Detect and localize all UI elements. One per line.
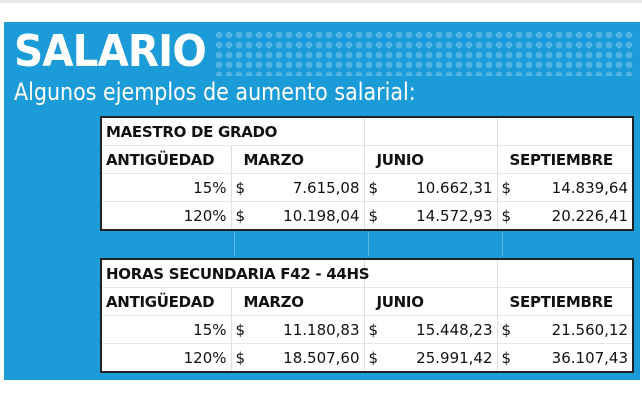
header-junio: JUNIO: [364, 145, 498, 174]
currency-symbol: $: [235, 348, 246, 367]
value-cell: 7.615,08: [292, 178, 360, 197]
value-cell: 10.662,31: [416, 178, 493, 197]
page-subtitle: Algunos ejemplos de aumento salarial:: [14, 78, 416, 106]
header-marzo: MARZO: [231, 287, 365, 316]
currency-symbol: $: [368, 320, 379, 339]
currency-symbol: $: [501, 206, 512, 225]
value-cell: 18.507,60: [283, 348, 360, 367]
table-title: HORAS SECUNDARIA F42 - 44HS: [101, 259, 370, 288]
header-row: ANTIGÜEDAD MARZO JUNIO SEPTIEMBRE: [101, 287, 634, 316]
header-row: ANTIGÜEDAD MARZO JUNIO SEPTIEMBRE: [101, 145, 634, 174]
value-cell: 21.560,12: [551, 320, 629, 339]
currency-symbol: $: [235, 320, 246, 339]
table-row: 15% $7.615,08 $10.662,31 $14.839,64: [101, 173, 634, 202]
header-marzo: MARZO: [231, 145, 365, 174]
antiguedad-cell: 120%: [101, 201, 232, 231]
table-row: 120% $10.198,04 $14.572,93 $20.226,41: [101, 201, 634, 231]
salary-infographic: SALARIO Algunos ejemplos de aumento sala…: [4, 22, 640, 380]
header-antiguedad: ANTIGÜEDAD: [101, 145, 232, 174]
value-cell: 36.107,43: [551, 348, 629, 367]
value-cell: 11.180,83: [283, 320, 360, 339]
value-cell: 10.198,04: [283, 206, 360, 225]
currency-symbol: $: [368, 206, 379, 225]
currency-symbol: $: [501, 348, 512, 367]
currency-symbol: $: [368, 178, 379, 197]
value-cell: 20.226,41: [551, 206, 629, 225]
top-divider: [0, 0, 642, 3]
header-antiguedad: ANTIGÜEDAD: [101, 287, 232, 316]
antiguedad-cell: 15%: [101, 173, 232, 202]
table-title: MAESTRO DE GRADO: [101, 117, 365, 146]
table-maestro-de-grado: MAESTRO DE GRADO ANTIGÜEDAD MARZO JUNIO …: [100, 116, 635, 231]
table-horas-secundaria: HORAS SECUNDARIA F42 - 44HS ANTIGÜEDAD M…: [100, 258, 635, 373]
page-title: SALARIO: [14, 26, 207, 77]
header-septiembre: SEPTIEMBRE: [497, 287, 634, 316]
table-title-row: MAESTRO DE GRADO: [101, 117, 634, 146]
dot-pattern-decoration: [214, 30, 636, 76]
antiguedad-cell: 120%: [101, 343, 232, 373]
table-spacer: [100, 232, 632, 256]
currency-symbol: $: [235, 206, 246, 225]
header-septiembre: SEPTIEMBRE: [497, 145, 634, 174]
table-row: 15% $11.180,83 $15.448,23 $21.560,12: [101, 315, 634, 344]
header-junio: JUNIO: [364, 287, 498, 316]
currency-symbol: $: [368, 348, 379, 367]
value-cell: 15.448,23: [416, 320, 493, 339]
table-title-row: HORAS SECUNDARIA F42 - 44HS: [101, 259, 634, 288]
table-row: 120% $18.507,60 $25.991,42 $36.107,43: [101, 343, 634, 373]
currency-symbol: $: [235, 178, 246, 197]
value-cell: 14.839,64: [551, 178, 629, 197]
currency-symbol: $: [501, 178, 512, 197]
antiguedad-cell: 15%: [101, 315, 232, 344]
currency-symbol: $: [501, 320, 512, 339]
value-cell: 14.572,93: [416, 206, 493, 225]
value-cell: 25.991,42: [416, 348, 493, 367]
